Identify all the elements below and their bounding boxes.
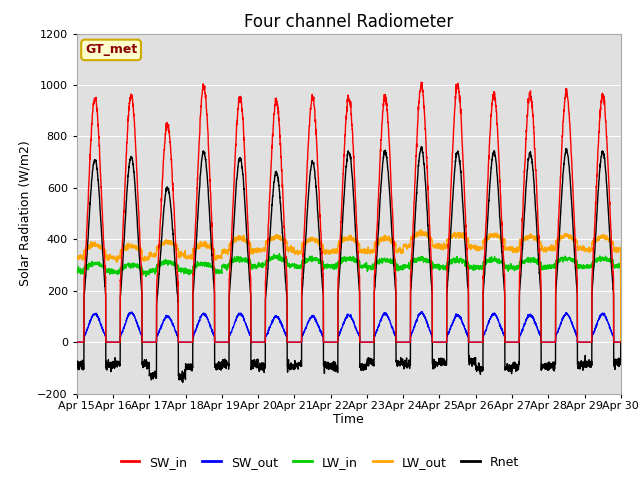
Y-axis label: Solar Radiation (W/m2): Solar Radiation (W/m2) bbox=[19, 141, 32, 287]
Text: GT_met: GT_met bbox=[85, 43, 137, 56]
X-axis label: Time: Time bbox=[333, 413, 364, 426]
Legend: SW_in, SW_out, LW_in, LW_out, Rnet: SW_in, SW_out, LW_in, LW_out, Rnet bbox=[116, 451, 524, 474]
Title: Four channel Radiometer: Four channel Radiometer bbox=[244, 12, 453, 31]
